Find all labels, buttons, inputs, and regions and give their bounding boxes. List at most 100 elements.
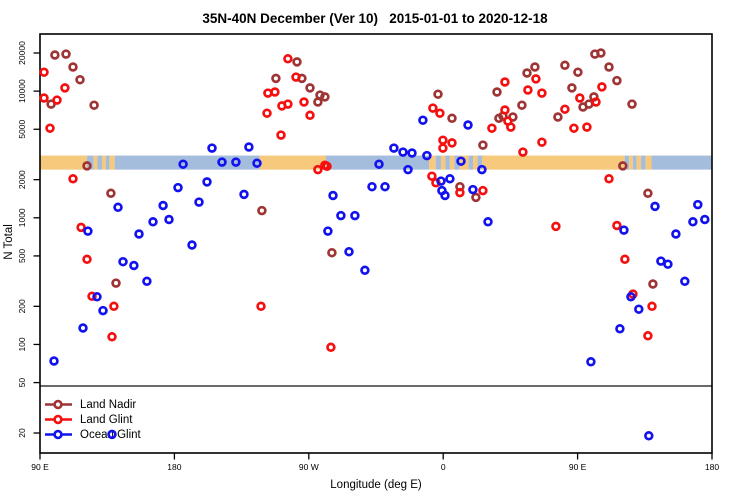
data-point-land-glint: [438, 135, 448, 145]
data-point-land-nadir: [567, 83, 577, 93]
legend-row-land-nadir: Land Nadir: [45, 397, 141, 412]
data-point-land-glint: [87, 291, 97, 302]
data-point-ocean-glint: [173, 182, 183, 193]
data-point-ocean-glint: [407, 148, 417, 158]
data-point-land-nadir: [50, 50, 60, 60]
data-point-ocean-glint: [440, 190, 450, 201]
data-point-land-nadir: [478, 140, 488, 150]
data-point-land-glint: [455, 187, 465, 198]
data-point-ocean-glint: [688, 217, 698, 227]
data-point-land-glint: [582, 122, 592, 132]
data-point-ocean-glint: [118, 256, 128, 267]
data-point-land-glint: [262, 108, 272, 118]
y-axis-tick-label: 10000: [17, 79, 27, 103]
data-point-land-glint: [447, 138, 457, 148]
data-point-ocean-glint: [323, 226, 333, 236]
y-axis-tick-label: 1000: [17, 208, 27, 227]
data-point-ocean-glint: [107, 429, 117, 440]
map-band-segment-land: [40, 155, 88, 170]
data-point-land-glint: [438, 143, 448, 153]
x-axis-tick-label: 180: [167, 462, 181, 472]
map-band-segment-ocean: [624, 155, 630, 170]
map-band-segment-ocean: [651, 155, 712, 170]
data-point-ocean-glint: [656, 256, 666, 266]
data-point-ocean-glint: [328, 190, 338, 201]
y-axis-tick-label: 200: [17, 299, 27, 313]
x-axis-tick-label: 90 E: [569, 462, 587, 472]
data-point-land-nadir: [648, 279, 658, 289]
data-point-land-glint: [612, 220, 622, 231]
data-point-ocean-glint: [615, 324, 625, 334]
data-point-land-nadir: [560, 60, 570, 71]
data-point-ocean-glint: [244, 142, 254, 152]
data-point-land-nadir: [305, 83, 315, 93]
data-point-land-glint: [76, 222, 86, 233]
y-axis-tick-label: 2000: [17, 170, 27, 189]
chart-title: 35N-40N December (Ver 10) 2015-01-01 to …: [202, 11, 548, 26]
data-point-ocean-glint: [634, 304, 644, 314]
data-point-ocean-glint: [671, 229, 681, 239]
data-point-land-nadir: [257, 205, 267, 216]
data-point-ocean-glint: [367, 181, 377, 192]
data-point-land-glint: [523, 85, 533, 95]
data-point-land-glint: [591, 97, 601, 107]
data-point-ocean-glint: [113, 202, 123, 213]
legend-marker-land-glint: [45, 414, 72, 425]
data-point-land-nadir: [492, 87, 502, 97]
y-axis-tick-label: 20: [17, 428, 27, 438]
legend-label-land-nadir: Land Nadir: [80, 398, 137, 411]
data-point-ocean-glint: [463, 120, 473, 130]
y-axis-tick-label: 20000: [17, 41, 27, 65]
data-point-land-nadir: [106, 188, 116, 199]
data-point-land-glint: [305, 110, 315, 121]
data-point-land-glint: [313, 164, 323, 175]
data-point-land-nadir: [447, 113, 457, 124]
data-point-land-glint: [597, 82, 607, 92]
map-band-segment-land: [429, 155, 436, 170]
y-axis-tick-label: 500: [17, 249, 27, 263]
legend-marker-ocean-glint: [45, 429, 72, 440]
data-point-land-glint: [283, 54, 293, 64]
data-point-ocean-glint: [217, 157, 227, 167]
data-point-land-nadir: [313, 97, 323, 107]
data-point-ocean-glint: [436, 176, 446, 186]
data-point-ocean-glint: [164, 214, 174, 225]
legend-row-ocean-glint: Ocean Glint: [45, 427, 141, 442]
data-point-land-nadir: [61, 49, 71, 59]
y-axis-tick-label: 5000: [17, 120, 27, 139]
data-point-ocean-glint: [252, 158, 262, 168]
data-point-land-glint: [299, 97, 309, 107]
data-point-ocean-glint: [477, 164, 487, 175]
data-point-land-nadir: [627, 99, 637, 109]
data-point-ocean-glint: [187, 240, 197, 250]
data-point-ocean-glint: [142, 276, 152, 287]
data-point-land-nadir: [471, 192, 481, 203]
map-band-segment-ocean: [641, 155, 646, 170]
data-point-land-glint: [291, 72, 301, 82]
data-point-ocean-glint: [78, 323, 88, 333]
data-point-ocean-glint: [83, 226, 93, 236]
map-band-segment-land: [93, 155, 98, 170]
data-point-ocean-glint: [350, 210, 360, 221]
y-axis-tick-label: 100: [17, 337, 27, 351]
data-point-land-nadir: [596, 48, 606, 58]
map-band-segment-land: [645, 155, 652, 170]
map-band-segment-land: [449, 155, 455, 170]
data-point-land-glint: [39, 93, 49, 103]
data-point-land-glint: [45, 123, 55, 133]
data-point-ocean-glint: [344, 246, 354, 257]
map-band-segment-land: [482, 155, 625, 170]
data-point-ocean-glint: [586, 357, 596, 367]
data-point-ocean-glint: [445, 174, 455, 184]
data-point-ocean-glint: [374, 159, 384, 169]
legend: Land Nadir Land Glint Ocean Glint: [45, 397, 141, 442]
data-point-ocean-glint: [194, 197, 204, 207]
data-point-land-glint: [500, 105, 510, 115]
data-point-land-glint: [537, 137, 547, 147]
data-point-ocean-glint: [626, 292, 636, 302]
data-point-ocean-glint: [129, 260, 139, 271]
data-point-land-glint: [551, 221, 561, 232]
data-point-ocean-glint: [336, 210, 346, 221]
data-point-land-nadir: [75, 74, 85, 85]
